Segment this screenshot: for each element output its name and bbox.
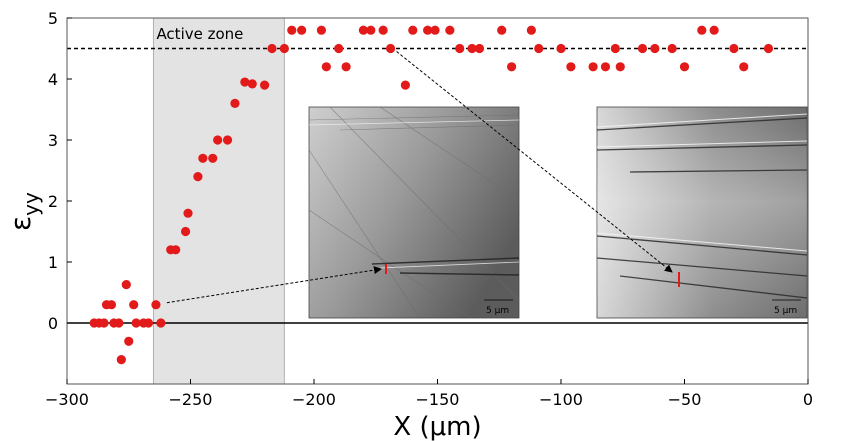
x-axis-label: X (μm): [393, 412, 481, 441]
y-tick-label: 4: [48, 70, 58, 89]
data-point: [114, 318, 124, 328]
data-point: [739, 62, 749, 72]
x-tick-label: −150: [416, 390, 460, 409]
y-axis-label-main: ε: [4, 216, 37, 231]
data-point: [321, 62, 331, 72]
data-point: [600, 62, 611, 72]
data-point: [615, 62, 625, 72]
data-point: [729, 43, 739, 54]
data-point: [650, 43, 660, 54]
data-point: [116, 355, 126, 365]
x-axis-ticks: −300 −250 −200 −150 −100 −50 0: [45, 379, 813, 409]
data-point: [588, 62, 598, 72]
data-point: [124, 336, 134, 346]
data-point: [526, 25, 536, 35]
x-tick-label: −100: [539, 390, 583, 409]
data-point: [143, 318, 154, 328]
data-point: [208, 153, 218, 163]
data-point: [260, 80, 270, 90]
data-point: [99, 318, 109, 328]
data-point: [358, 25, 368, 35]
data-points: [89, 25, 774, 365]
data-point: [423, 25, 433, 35]
y-axis-label-sub: yy: [19, 192, 43, 216]
data-point: [408, 25, 418, 35]
data-point: [378, 25, 388, 35]
data-point: [334, 43, 344, 54]
x-tick-label: −250: [169, 390, 213, 409]
data-point: [106, 300, 117, 310]
x-tick-label: −300: [45, 390, 89, 409]
y-tick-label: 1: [48, 253, 58, 272]
data-point: [366, 25, 376, 35]
data-point: [400, 80, 410, 90]
data-point: [556, 43, 566, 54]
data-point: [316, 25, 327, 35]
data-point: [341, 62, 351, 72]
data-point: [697, 25, 707, 35]
arrow-to-left-inset: [166, 266, 382, 304]
data-point: [183, 208, 193, 218]
data-point: [151, 300, 161, 310]
data-point: [679, 62, 690, 72]
data-point: [240, 77, 250, 87]
data-point: [455, 43, 465, 54]
data-point: [213, 135, 223, 145]
data-point: [709, 25, 719, 35]
data-point: [156, 318, 166, 328]
y-tick-label: 5: [48, 9, 58, 28]
y-tick-label: 2: [48, 192, 58, 211]
data-point: [180, 226, 191, 237]
data-point: [297, 25, 307, 35]
data-point: [566, 62, 576, 72]
data-point: [198, 153, 208, 163]
y-axis-label: εyy: [4, 192, 43, 231]
y-axis-ticks: 0 1 2 3 4 5: [48, 9, 72, 333]
data-point: [222, 135, 233, 145]
arrow-to-right-inset: [396, 51, 673, 273]
data-point: [445, 25, 455, 35]
data-point: [430, 25, 440, 35]
inset-left: 5 μm: [308, 106, 520, 319]
inset-right: 5 μm: [596, 106, 808, 319]
data-point: [474, 43, 485, 54]
data-point: [763, 43, 774, 54]
active-zone-label: Active zone: [156, 25, 243, 43]
data-point: [467, 43, 477, 54]
data-point: [497, 25, 507, 35]
x-tick-label: −200: [292, 390, 336, 409]
inset-left-scale-label: 5 μm: [486, 306, 509, 316]
data-point: [507, 62, 517, 72]
x-tick-label: 0: [803, 390, 813, 409]
data-point: [667, 43, 677, 54]
data-point: [385, 43, 396, 54]
data-point: [279, 43, 289, 54]
data-point: [637, 43, 648, 54]
data-point: [171, 245, 181, 255]
y-tick-label: 0: [48, 314, 58, 333]
y-tick-label: 3: [48, 131, 58, 150]
active-zone-band: [152, 17, 285, 385]
data-point: [129, 300, 139, 310]
data-point: [534, 43, 544, 54]
data-point: [267, 43, 277, 54]
data-point: [610, 43, 620, 54]
data-point: [193, 172, 203, 182]
data-point: [121, 279, 131, 290]
data-point: [247, 79, 257, 89]
inset-right-scale-label: 5 μm: [774, 306, 797, 316]
data-point: [131, 318, 141, 328]
data-point: [230, 98, 240, 108]
data-point: [287, 25, 297, 35]
x-tick-label: −50: [668, 390, 702, 409]
